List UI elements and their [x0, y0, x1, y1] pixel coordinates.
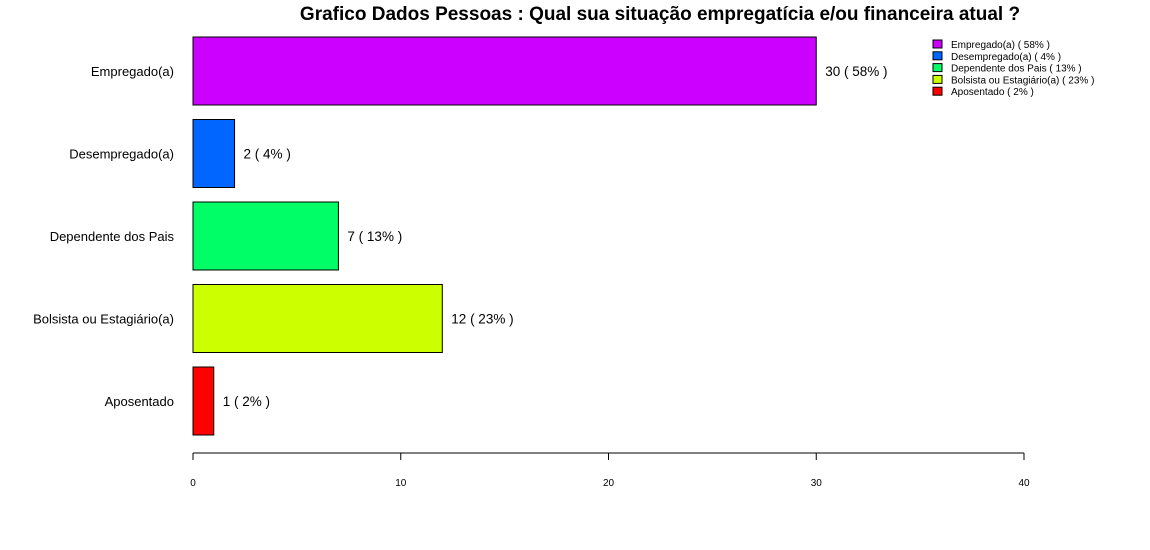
bar-aposentado [192, 366, 215, 436]
data-label-aposentado: 1 ( 2% ) [223, 394, 270, 409]
bar-desempregado-a [192, 119, 236, 188]
legend-swatch-empregado-a [932, 39, 943, 49]
data-label-empregado-a: 30 ( 58% ) [825, 64, 887, 79]
chart-title: Grafico Dados Pessoas : Qual sua situaçã… [300, 4, 1020, 25]
x-tick-label-20: 20 [603, 478, 615, 489]
bar-dependente-dos-pais [192, 201, 339, 271]
bar-bolsista-ou-estagiario-a [192, 284, 443, 353]
bar-empregado-a [192, 36, 817, 106]
legend-label-desempregado-a: Desempregado(a) ( 4% ) [951, 52, 1061, 63]
legend-swatch-bolsista-ou-estagiario-a [932, 74, 943, 84]
legend-label-aposentado: Aposentado ( 2% ) [951, 87, 1034, 98]
category-label-bolsista-ou-estagiario-a: Bolsista ou Estagiário(a) [33, 312, 174, 327]
legend-label-dependente-dos-pais: Dependente dos Pais ( 13% ) [951, 64, 1082, 75]
x-tick-label-30: 30 [811, 478, 823, 489]
legend-swatch-dependente-dos-pais [932, 63, 943, 73]
bars-layer: Empregado(a) 30 ( 58% ) Desempregado(a) 2 (… [33, 36, 888, 436]
legend-swatch-aposentado [932, 86, 943, 96]
category-label-empregado-a: Empregado(a) [91, 64, 174, 79]
x-tick-label-10: 10 [395, 478, 407, 489]
legend-label-empregado-a: Empregado(a) ( 58% ) [951, 40, 1050, 51]
legend-label-bolsista-ou-estagiario-a: Bolsista ou Estagiário(a) ( 23% ) [951, 75, 1094, 86]
category-label-dependente-dos-pais: Dependente dos Pais [50, 229, 175, 244]
category-label-desempregado-a: Desempregado(a) [69, 147, 174, 162]
legend: Empregado(a) ( 58% )Desempregado(a) ( 4%… [932, 39, 1094, 98]
legend-swatch-desempregado-a [932, 51, 943, 61]
x-tick-label-40: 40 [1018, 478, 1030, 489]
x-axis: 0 10 20 30 40 [190, 452, 1030, 489]
data-label-desempregado-a: 2 ( 4% ) [244, 147, 291, 162]
data-label-bolsista-ou-estagiario-a: 12 ( 23% ) [451, 312, 513, 327]
data-label-dependente-dos-pais: 7 ( 13% ) [347, 229, 402, 244]
x-tick-label-0: 0 [190, 478, 196, 489]
category-label-aposentado: Aposentado [105, 394, 174, 409]
